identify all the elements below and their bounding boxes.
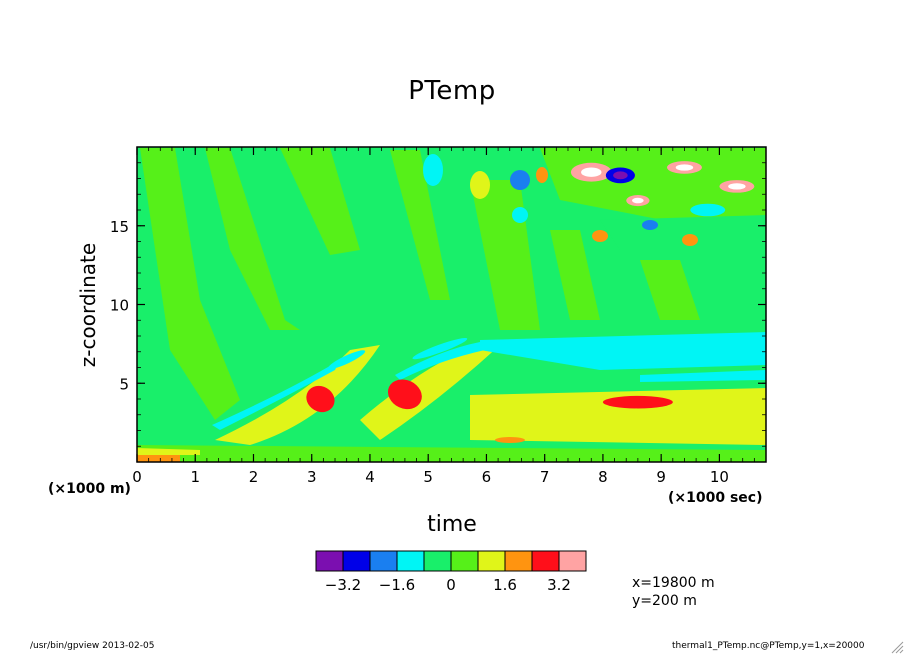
band-yellow — [137, 448, 200, 455]
band-yellow — [215, 345, 380, 445]
band-light — [205, 148, 300, 330]
contour-blob — [306, 385, 335, 413]
x-tick-label: 7 — [540, 468, 550, 486]
blob-blue — [642, 220, 658, 230]
blob-orange — [592, 230, 608, 242]
footer-source: thermal1_PTemp.nc@PTemp,y=1,x=20000 — [672, 641, 865, 651]
x-tick-label: 2 — [249, 468, 259, 486]
footer-program: /usr/bin/gpview 2013-02-05 — [30, 641, 155, 651]
slice-x: x=19800 m — [632, 575, 715, 591]
contour-blob-core — [632, 197, 644, 204]
band-light — [280, 148, 360, 255]
band-light — [137, 445, 766, 462]
band-light — [390, 150, 450, 300]
blob-yellow — [470, 171, 490, 199]
contour-blob-core — [728, 183, 746, 190]
blob-orange — [682, 234, 698, 246]
colorbar-swatch — [558, 550, 587, 572]
colorbar-label: 3.2 — [547, 576, 571, 594]
colorbar-swatch — [396, 550, 425, 572]
band-cyan — [395, 342, 485, 380]
y-tick-label: 5 — [119, 375, 129, 393]
colorbar-label: −3.2 — [325, 576, 361, 594]
blob-orange — [536, 167, 548, 183]
contour-blob — [602, 395, 673, 409]
colorbar-swatch — [423, 550, 452, 572]
blob-blue — [510, 170, 530, 190]
y-tick-label: 10 — [110, 297, 129, 315]
contour-blob — [387, 379, 422, 410]
band-cyan — [212, 360, 340, 430]
x-tick-label: 6 — [482, 468, 492, 486]
x-tick-label: 5 — [423, 468, 433, 486]
feature-layer — [306, 161, 755, 413]
contour-blob-core — [613, 171, 628, 180]
slice-info: x=19800 m y=200 m — [632, 574, 715, 610]
contour-blob — [328, 350, 366, 369]
band-cyan — [640, 370, 766, 382]
band-yellow — [470, 388, 766, 445]
band-light — [640, 260, 700, 320]
band-light — [140, 148, 240, 420]
colorbar-swatch — [531, 550, 560, 572]
contour-blob-core — [675, 164, 694, 171]
colorbar-swatch — [315, 550, 344, 572]
contour-blob-core — [581, 167, 602, 177]
colorbar: −3.2 −1.6 0 1.6 3.2 — [315, 550, 587, 594]
x-tick-label: 10 — [710, 468, 729, 486]
colorbar-swatch — [504, 550, 533, 572]
colorbar-label: 1.6 — [493, 576, 517, 594]
x-tick-label: 0 — [132, 468, 142, 486]
x-tick-label: 9 — [656, 468, 666, 486]
y-unit-label: (×1000 m) — [48, 481, 131, 497]
y-tick-label: 15 — [110, 218, 129, 236]
band-yellow — [360, 340, 500, 440]
contour-blob — [579, 346, 685, 358]
band-light — [550, 230, 600, 320]
x-tick-label: 4 — [365, 468, 375, 486]
colorbar-swatch — [369, 550, 398, 572]
axes-layer: 0 1 2 3 4 5 6 7 8 9 10 5 10 15 — [110, 146, 767, 486]
x-tick-label: 1 — [190, 468, 200, 486]
colorbar-label: 0 — [446, 576, 456, 594]
contour-blob — [690, 203, 726, 217]
x-tick-label: 8 — [598, 468, 608, 486]
colorbar-swatch — [477, 550, 506, 572]
blob-cyan — [423, 154, 443, 186]
chart-title: PTemp — [408, 76, 496, 106]
resize-grip-icon[interactable] — [890, 640, 904, 654]
x-unit-label: (×1000 sec) — [668, 490, 763, 506]
colorbar-label: −1.6 — [379, 576, 415, 594]
colorbar-swatch — [342, 550, 371, 572]
y-axis-label: z-coordinate — [76, 242, 100, 368]
x-tick-label: 3 — [307, 468, 317, 486]
band-mid — [600, 215, 766, 250]
blob-orange — [495, 437, 525, 443]
blob-cyan — [512, 207, 528, 223]
contour-blob — [412, 337, 468, 360]
x-axis-label: time — [427, 512, 477, 537]
field-layer — [137, 147, 766, 462]
slice-y: y=200 m — [632, 593, 697, 609]
colorbar-swatch — [450, 550, 479, 572]
